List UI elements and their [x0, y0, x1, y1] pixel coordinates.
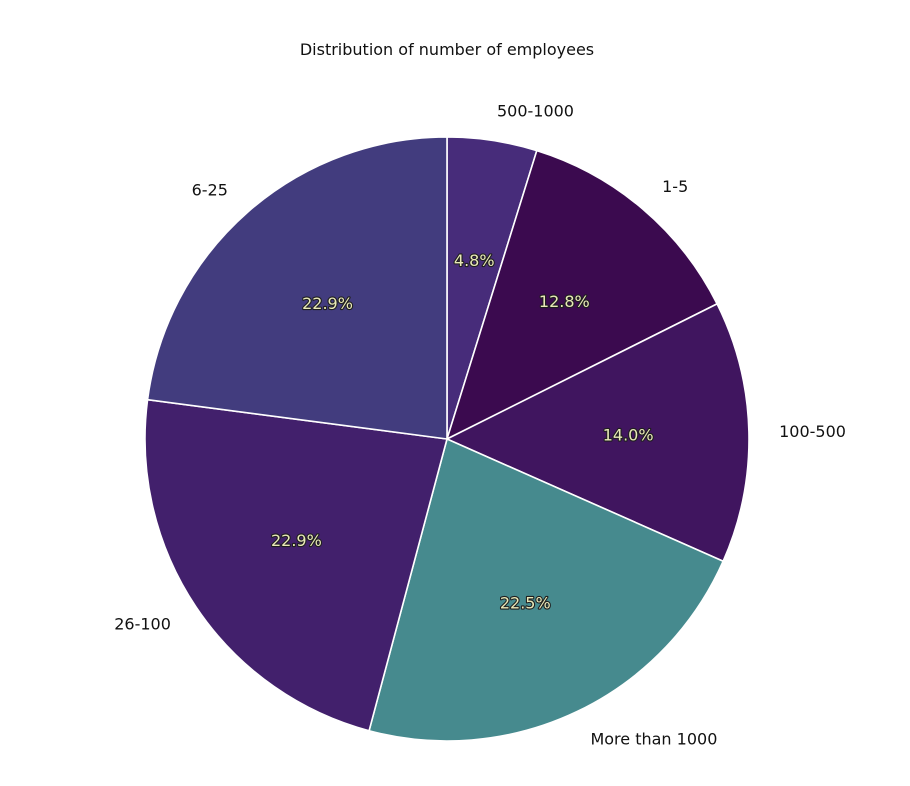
slice-percent-label: 22.5% — [500, 593, 551, 612]
slice-category-label: 6-25 — [192, 180, 228, 199]
category-labels: 500-1000 1-5 100-500 More than 1000 26-100 6-… — [114, 102, 846, 749]
chart-title: Distribution of number of employees — [300, 40, 594, 59]
pie-slice-5 — [146, 136, 448, 440]
slice-category-label: 26-100 — [114, 615, 171, 634]
slice-percent-label: 22.9% — [302, 294, 353, 313]
slice-percent-label: 12.8% — [539, 292, 590, 311]
pie-slice-4 — [144, 398, 448, 732]
slice-percent-label: 4.8% — [454, 251, 495, 270]
slice-percent-label: 22.9% — [271, 531, 322, 550]
slice-percent-label: 14.0% — [603, 426, 654, 445]
pie-slice-2 — [446, 303, 750, 563]
pie-slice-3 — [368, 438, 724, 742]
pie-slice-1 — [446, 149, 718, 440]
slice-category-label: More than 1000 — [590, 730, 717, 749]
pie-slices — [144, 136, 750, 742]
slice-category-label: 1-5 — [662, 177, 688, 196]
percent-labels: 4.8% 12.8% 14.0% 22.5% 22.9% 22.9% — [270, 250, 655, 614]
slice-category-label: 100-500 — [779, 422, 846, 441]
slice-category-label: 500-1000 — [497, 102, 574, 121]
